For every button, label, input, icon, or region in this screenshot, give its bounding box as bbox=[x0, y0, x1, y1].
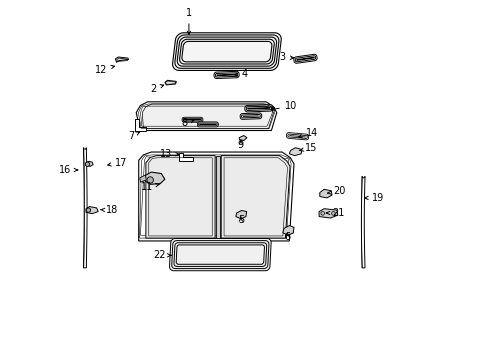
Polygon shape bbox=[182, 117, 203, 122]
Polygon shape bbox=[142, 104, 273, 129]
Text: 20: 20 bbox=[327, 186, 345, 197]
Circle shape bbox=[86, 208, 90, 212]
Text: 9: 9 bbox=[237, 140, 244, 150]
Polygon shape bbox=[169, 238, 270, 271]
Polygon shape bbox=[179, 153, 192, 161]
Polygon shape bbox=[361, 176, 364, 268]
Polygon shape bbox=[164, 80, 176, 85]
Polygon shape bbox=[135, 119, 145, 131]
Text: 13: 13 bbox=[160, 149, 179, 159]
Polygon shape bbox=[239, 135, 246, 140]
Polygon shape bbox=[83, 148, 87, 268]
Polygon shape bbox=[215, 156, 220, 238]
Circle shape bbox=[85, 162, 89, 166]
Polygon shape bbox=[244, 105, 272, 112]
Text: 3: 3 bbox=[279, 52, 293, 62]
Polygon shape bbox=[221, 156, 289, 238]
Polygon shape bbox=[289, 148, 301, 156]
Polygon shape bbox=[240, 113, 261, 119]
Polygon shape bbox=[319, 189, 331, 198]
Text: 1: 1 bbox=[185, 8, 192, 35]
Polygon shape bbox=[293, 54, 317, 63]
Polygon shape bbox=[144, 172, 164, 184]
Polygon shape bbox=[319, 209, 337, 218]
Polygon shape bbox=[86, 207, 98, 214]
Circle shape bbox=[147, 177, 153, 183]
Polygon shape bbox=[139, 152, 293, 241]
Polygon shape bbox=[282, 226, 293, 235]
Polygon shape bbox=[214, 71, 239, 78]
Text: 22: 22 bbox=[153, 250, 171, 260]
Polygon shape bbox=[235, 211, 246, 219]
Text: 2: 2 bbox=[150, 84, 163, 94]
Polygon shape bbox=[136, 102, 276, 131]
Polygon shape bbox=[286, 132, 308, 140]
Polygon shape bbox=[115, 57, 128, 62]
Circle shape bbox=[331, 212, 335, 215]
Polygon shape bbox=[86, 161, 93, 166]
Text: 6: 6 bbox=[284, 232, 290, 242]
Text: 4: 4 bbox=[234, 69, 247, 79]
Text: 15: 15 bbox=[299, 143, 317, 153]
Text: 7: 7 bbox=[127, 131, 140, 141]
Polygon shape bbox=[140, 175, 146, 182]
Text: 11: 11 bbox=[141, 182, 159, 192]
Text: 8: 8 bbox=[181, 118, 194, 128]
Circle shape bbox=[320, 212, 324, 215]
Text: 14: 14 bbox=[298, 128, 317, 138]
Text: 10: 10 bbox=[271, 102, 296, 112]
Polygon shape bbox=[172, 33, 281, 71]
Text: 16: 16 bbox=[59, 165, 78, 175]
Text: 19: 19 bbox=[364, 193, 383, 203]
Text: 5: 5 bbox=[237, 215, 244, 225]
Text: 12: 12 bbox=[95, 64, 114, 75]
Text: 21: 21 bbox=[325, 208, 344, 218]
Polygon shape bbox=[145, 156, 215, 238]
Text: 18: 18 bbox=[101, 206, 119, 216]
Polygon shape bbox=[197, 122, 218, 127]
Text: 17: 17 bbox=[107, 158, 127, 168]
